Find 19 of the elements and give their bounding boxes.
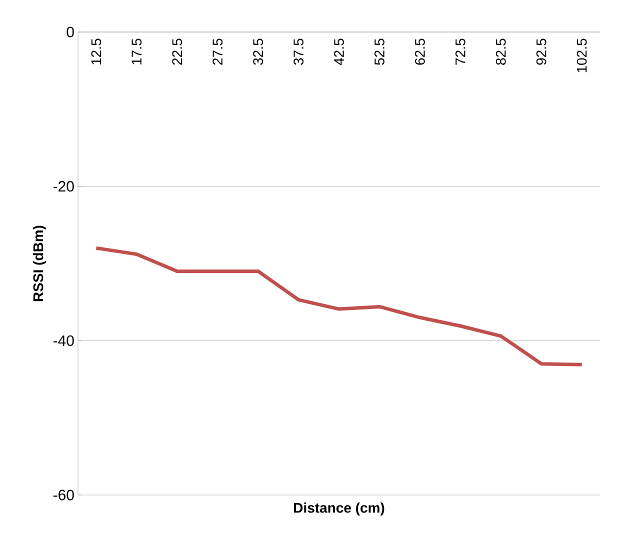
x-tick-label: 12.5 bbox=[91, 38, 102, 64]
x-tick-label: 42.5 bbox=[334, 38, 344, 66]
x-tick-label: 102.5 bbox=[576, 38, 587, 72]
x-tick-label: 52.5 bbox=[374, 38, 384, 65]
x-tick-label: 27.5 bbox=[212, 38, 223, 65]
y-axis-title: RSSI (dBm) bbox=[32, 226, 46, 302]
y-tick-label: 0 bbox=[66, 26, 74, 38]
y-tick-label: -60 bbox=[53, 490, 74, 500]
x-axis-title: Distance (cm) bbox=[294, 502, 384, 516]
x-tick-label: 82.5 bbox=[496, 38, 506, 65]
x-tick-label: 17.5 bbox=[132, 38, 142, 64]
x-tick-label: 32.5 bbox=[253, 38, 264, 65]
x-tick-label: 62.5 bbox=[414, 38, 425, 65]
x-tick-label: 37.5 bbox=[294, 38, 304, 65]
x-tick-label: 72.5 bbox=[455, 38, 466, 65]
x-tick-label: 92.5 bbox=[536, 38, 546, 65]
x-tick-label: 22.5 bbox=[172, 38, 182, 65]
y-tick-label: -40 bbox=[53, 335, 74, 346]
y-tick-label: -20 bbox=[53, 181, 74, 192]
